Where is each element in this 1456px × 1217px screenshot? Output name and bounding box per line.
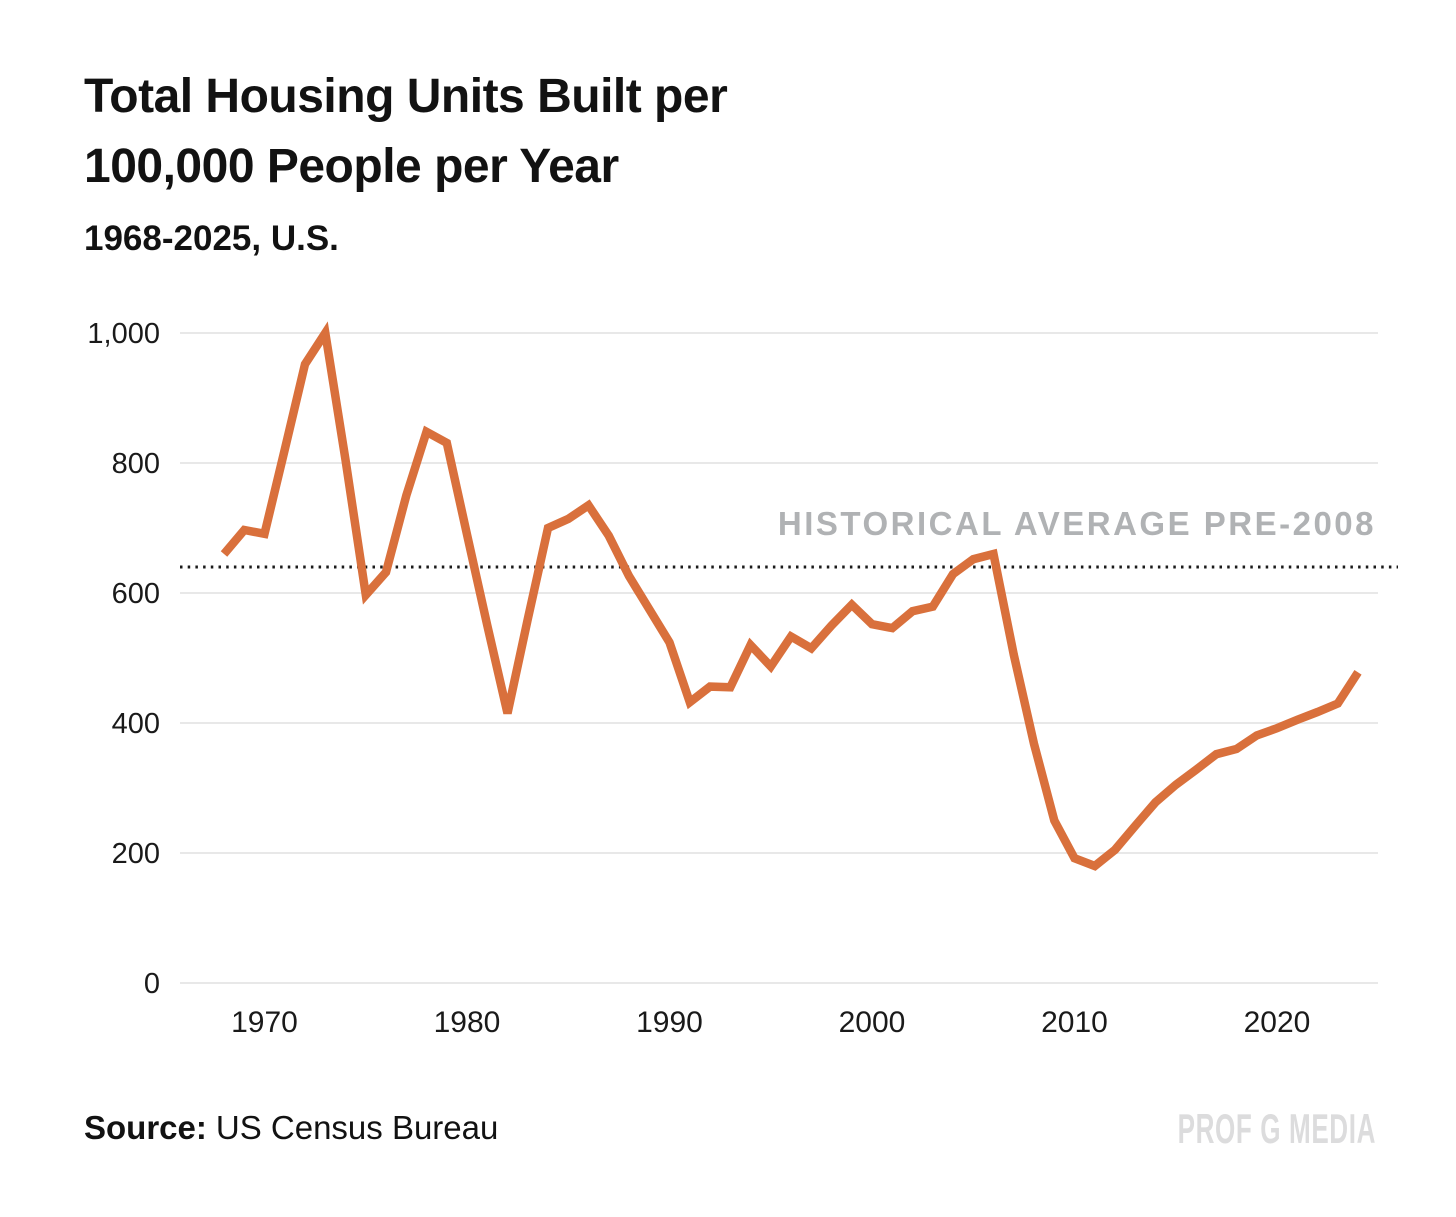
y-axis-tick-label: 800 bbox=[112, 448, 160, 480]
source-value: US Census Bureau bbox=[215, 1109, 499, 1146]
historical-average-label: HISTORICAL AVERAGE PRE-2008 bbox=[777, 505, 1376, 542]
x-axis-tick-label: 2000 bbox=[839, 1006, 906, 1039]
housing-units-line bbox=[220, 321, 1362, 871]
source-note: Source: US Census Bureau bbox=[84, 1109, 498, 1147]
chart-subtitle: 1968-2025, U.S. bbox=[84, 219, 339, 258]
chart-title-line2: 100,000 People per Year bbox=[84, 140, 619, 193]
x-axis-tick-label: 2020 bbox=[1244, 1006, 1311, 1039]
x-axis-tick-label: 1990 bbox=[636, 1006, 703, 1039]
y-axis-tick-label: 0 bbox=[144, 968, 160, 1000]
prof-g-media-watermark: PROF G MEDIA bbox=[1177, 1105, 1376, 1152]
y-axis-tick-label: 400 bbox=[112, 708, 160, 740]
source-label: Source: bbox=[84, 1109, 207, 1146]
y-axis-tick-label: 600 bbox=[112, 578, 160, 610]
y-axis-tick-label: 1,000 bbox=[87, 318, 160, 350]
chart-title-line1: Total Housing Units Built per bbox=[84, 70, 728, 123]
y-axis-tick-label: 200 bbox=[112, 838, 160, 870]
chart-title: Total Housing Units Built per 100,000 Pe… bbox=[84, 62, 728, 202]
x-axis-tick-label: 1980 bbox=[434, 1006, 501, 1039]
x-axis-tick-label: 2010 bbox=[1041, 1006, 1108, 1039]
x-axis-tick-label: 1970 bbox=[231, 1006, 298, 1039]
